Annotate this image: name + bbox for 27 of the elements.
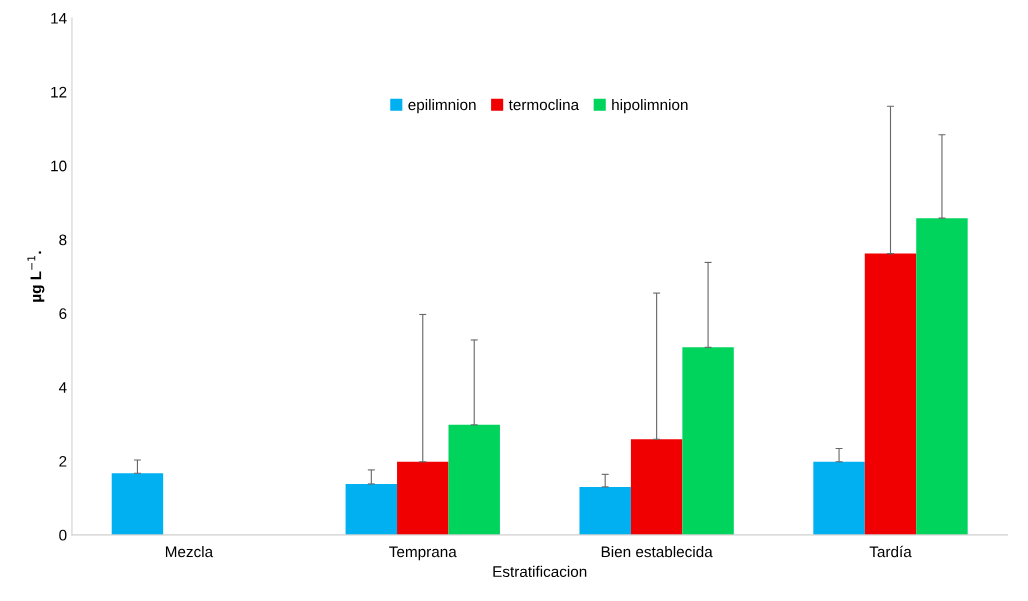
- y-tick-label: 14: [51, 13, 67, 24]
- x-tick-label: Temprana: [389, 546, 457, 561]
- x-axis-title: Estratificacion: [493, 565, 587, 578]
- bar: [397, 461, 449, 535]
- x-tick-label: Bien establecida: [601, 546, 713, 558]
- bar: [916, 218, 968, 535]
- bar: [630, 439, 683, 535]
- y-tick-label: 0: [59, 529, 67, 541]
- bar: [448, 424, 500, 535]
- bar: [111, 473, 164, 535]
- y-tick-label: 8: [59, 234, 67, 246]
- bar: [579, 486, 631, 535]
- y-tick-label: 2: [59, 455, 67, 467]
- legend-label: epilimnion: [408, 98, 476, 114]
- bar: [813, 461, 865, 535]
- y-tick-label: 4: [58, 382, 67, 393]
- x-tick-label: Tardía: [869, 545, 912, 558]
- bar: [682, 347, 734, 535]
- y-tick-label: 12: [51, 86, 67, 98]
- bar: [864, 253, 917, 535]
- y-tick-label: 10: [51, 160, 67, 172]
- legend-label: hipolimnion: [612, 98, 688, 114]
- bar: [345, 483, 398, 535]
- y-tick-label: 6: [59, 308, 67, 320]
- y-axis-title: µg L$^{−1}$.: [27, 251, 45, 302]
- legend-label: termoclina: [508, 98, 580, 111]
- x-tick-label: Mezcla: [165, 546, 214, 558]
